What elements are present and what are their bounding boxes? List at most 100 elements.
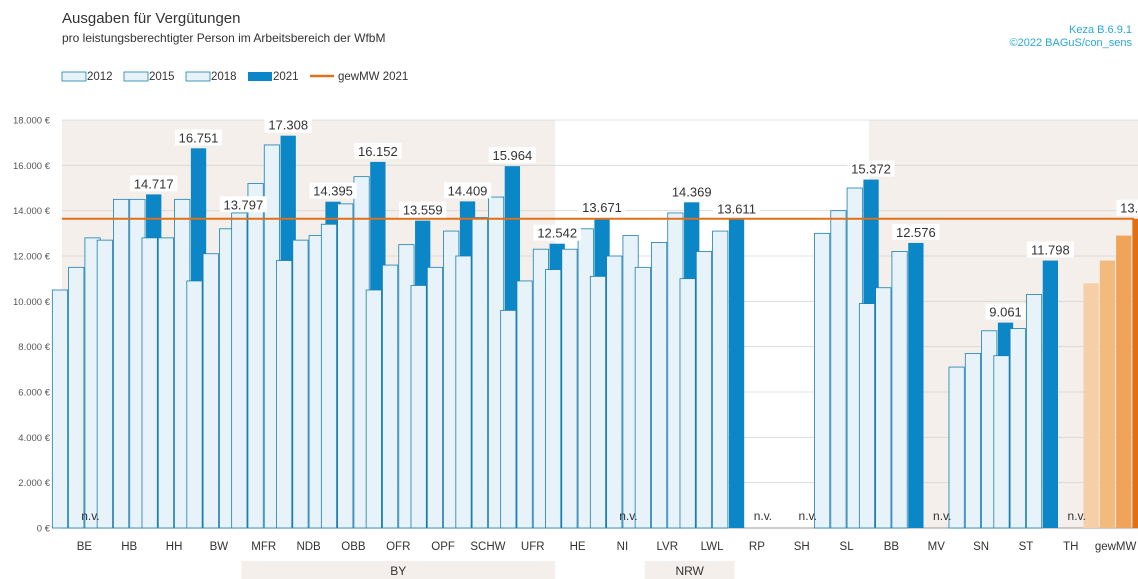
bar-2015-HB [113, 198, 130, 529]
data-label-2021-HB: 14.717 [134, 176, 174, 191]
data-label-backdrop [712, 200, 761, 217]
bar-2012-SL [814, 232, 831, 529]
x-tick-label-SL: SL [840, 541, 855, 553]
x-tick-label-SH: SH [794, 541, 810, 553]
data-label-backdrop [1116, 199, 1138, 216]
y-tick-label: 8.000 € [18, 342, 50, 353]
x-tick-label-NI: NI [617, 541, 629, 553]
data-label-2021-gewMW: 13.644 [1120, 201, 1138, 216]
bar-2015-NI [606, 255, 623, 529]
y-tick-label: 10.000 € [13, 297, 51, 308]
x-tick-label-TH: TH [1063, 541, 1078, 553]
bar-2021-ST [1042, 260, 1059, 528]
x-tick-label-MV: MV [928, 541, 946, 553]
y-tick-label: 18.000 € [13, 116, 51, 127]
data-label-backdrop [174, 129, 223, 146]
bar-2015-LWL [695, 251, 712, 529]
x-tick-label-OBB: OBB [341, 541, 366, 553]
data-label-2021-BB: 12.576 [896, 225, 936, 240]
legend-swatch-2015 [123, 71, 149, 82]
data-label-2021-OPF: 14.409 [448, 183, 488, 198]
data-label-2021-ST: 11.798 [1031, 243, 1070, 258]
bar-2015-BE [68, 266, 85, 529]
not-available-label-NI: n.v. [619, 509, 637, 523]
y-tick-label: 6.000 € [18, 388, 50, 399]
legend-label-gewmw: gewMW 2021 [338, 71, 408, 83]
bar-2015-UFR [516, 280, 533, 529]
x-tick-label-RP: RP [749, 541, 765, 553]
bar-2015-HH [157, 237, 174, 529]
group-label-NRW: NRW [675, 564, 704, 578]
bar-2015-NDB [292, 239, 309, 529]
x-tick-label-BE: BE [77, 541, 93, 553]
data-label-backdrop [1026, 241, 1074, 258]
data-label-backdrop [985, 303, 1026, 320]
bar-2015-SL [830, 210, 847, 529]
x-tick-label-BB: BB [884, 541, 900, 553]
bar-2015-gewMW [1099, 260, 1116, 528]
group-band-NRW [644, 561, 735, 579]
not-available-label-TH: n.v. [1068, 509, 1086, 523]
legend-label-2018: 2018 [211, 71, 237, 83]
bar-2012-LVR [634, 266, 651, 529]
data-label-2021-UFR: 12.542 [537, 226, 577, 241]
bar-2018-LWL [712, 230, 729, 529]
data-label-backdrop [847, 160, 895, 177]
source-note: Keza B.6.9.1 ©2022 BAGuS/con_sens [1010, 24, 1132, 50]
bar-2012-OBB [320, 223, 338, 529]
data-label-backdrop [264, 116, 312, 133]
bar-2012-gewMW [1083, 283, 1099, 528]
data-label-backdrop [309, 182, 357, 199]
data-label-2021-BW: 13.797 [223, 197, 263, 212]
data-label-2021-SN: 9.061 [989, 305, 1022, 320]
bar-2012-SN [948, 366, 965, 529]
not-available-label-RP: n.v. [754, 509, 772, 523]
data-label-2021-LWL: 13.611 [717, 201, 756, 216]
bar-2012-HH [141, 237, 158, 529]
bar-2015-BW [202, 253, 219, 529]
y-tick-label: 12.000 € [13, 252, 51, 263]
bar-2015-ST [1009, 328, 1026, 529]
bar-2015-MFR [247, 183, 264, 529]
y-tick-label: 0 € [37, 524, 51, 535]
data-label-2021-OFR: 13.559 [403, 203, 443, 218]
bar-2012-ST [993, 355, 1010, 529]
data-label-backdrop [668, 183, 716, 200]
bar-2012-LWL [679, 278, 696, 529]
bar-2012-HB [96, 239, 113, 529]
bar-2012-NDB [276, 260, 293, 529]
not-available-label-MV: n.v. [933, 509, 951, 523]
x-tick-label-ST: ST [1019, 541, 1034, 553]
data-label-2021-LVR: 14.369 [672, 184, 712, 199]
data-label-2021-NDB: 14.395 [313, 184, 353, 199]
group-band-BY [241, 561, 556, 579]
data-label-2021-MFR: 17.308 [268, 118, 308, 133]
data-label-2021-HH: 16.751 [179, 130, 219, 145]
not-available-label-SH: n.v. [799, 509, 817, 523]
data-label-backdrop [533, 224, 581, 241]
bar-2015-OPF [426, 266, 443, 529]
data-label-backdrop [443, 182, 492, 199]
bar-2021-LWL [728, 219, 745, 528]
bar-2018-gewMW [1116, 235, 1132, 528]
x-tick-label-BW: BW [210, 541, 229, 553]
x-tick-label-UFR: UFR [521, 541, 545, 553]
bar-2015-SN [964, 353, 981, 529]
legend-label-2012: 2012 [87, 71, 113, 83]
x-tick-label-LVR: LVR [656, 541, 678, 553]
data-label-backdrop [892, 223, 940, 240]
group-label-BY: BY [390, 564, 406, 578]
x-tick-label-HB: HB [121, 541, 137, 553]
bar-2021-BB [908, 242, 924, 528]
y-tick-label: 4.000 € [18, 433, 50, 444]
y-tick-label: 2.000 € [18, 478, 50, 489]
x-tick-label-NDB: NDB [296, 541, 321, 553]
x-tick-label-gewMW: gewMW [1095, 541, 1137, 553]
bar-2012-BW [186, 280, 203, 529]
data-label-backdrop [399, 201, 447, 218]
data-label-backdrop [354, 142, 402, 159]
y-tick-label: 16.000 € [13, 161, 51, 172]
bar-2012-HE [545, 269, 562, 529]
data-label-2021-HE: 13.671 [582, 200, 622, 215]
